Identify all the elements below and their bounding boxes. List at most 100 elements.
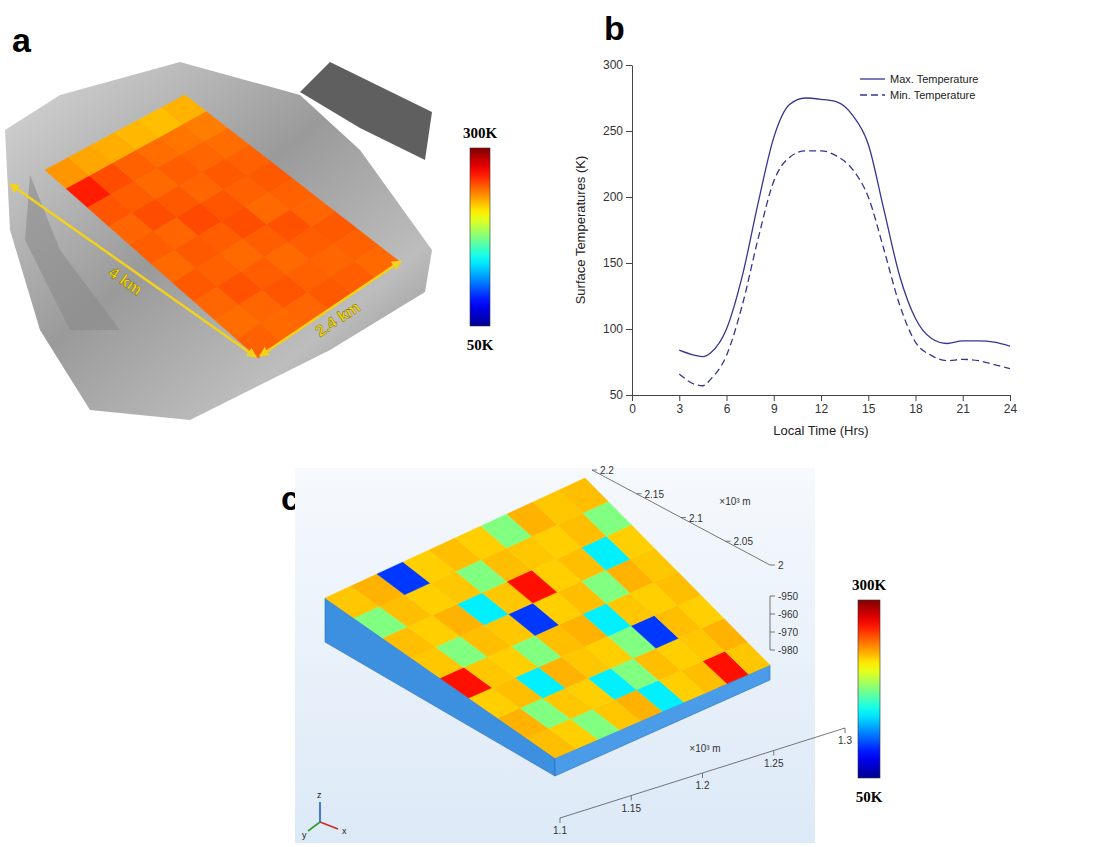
figure: a4 km2.4 km300K50Kb036912151821245010015…: [0, 0, 1113, 847]
tick-label: 1.25: [764, 758, 784, 769]
tick-mark: [626, 329, 632, 330]
legend-swatch: [860, 78, 885, 79]
triad-axis: [308, 822, 320, 831]
triad-axis: [320, 822, 338, 829]
tick-mark: [626, 263, 632, 264]
colorbar: [858, 600, 880, 778]
tick-label: 2.05: [734, 536, 754, 547]
tick-mark: [626, 197, 632, 198]
colorbar-label: 300K: [463, 125, 498, 141]
tick-mark: [626, 395, 632, 396]
axis-unit: ×10³ m: [689, 743, 720, 754]
tick-mark: [702, 773, 703, 778]
tick-mark: [637, 493, 642, 494]
axis-unit: ×10³ m: [719, 496, 750, 507]
tick: 150: [603, 256, 632, 270]
box-side: [555, 665, 770, 776]
tick-label: 2: [778, 560, 784, 571]
tick-label: 0: [629, 402, 636, 416]
tick: 18: [909, 395, 923, 416]
dimension-arrow: [260, 261, 401, 356]
colorbar-label: 50K: [467, 337, 494, 353]
terrain-shadow: [300, 62, 432, 160]
dimension-label: 4 km: [106, 263, 146, 298]
legend: Max. TemperatureMin. Temperature: [860, 73, 978, 101]
legend-swatch: [860, 94, 885, 95]
tick-mark: [592, 470, 597, 471]
dimension-arrow: [10, 184, 256, 357]
tick-label: 100: [603, 322, 623, 336]
surface-cell: [559, 478, 608, 513]
tick-label: 300: [603, 58, 623, 72]
tick-label: 1.1: [553, 825, 567, 836]
axis-line: [560, 728, 845, 818]
colorbar-label: 50K: [856, 789, 883, 805]
tick-label: 9: [771, 402, 778, 416]
tick: 12: [815, 395, 829, 416]
tick-label: 200: [603, 190, 623, 204]
tick-label: 1.15: [622, 803, 642, 814]
tick-mark: [868, 395, 869, 401]
tick-mark: [770, 632, 775, 633]
tick-mark: [727, 395, 728, 401]
tick-label: 2.2: [600, 465, 614, 476]
tick-label: -980: [778, 645, 798, 656]
colorbar: [470, 148, 490, 326]
tick-mark: [770, 596, 775, 597]
tick: 24: [1004, 395, 1018, 416]
box-side: [325, 598, 555, 776]
tick-label: -970: [778, 627, 798, 638]
tick-label: 1.3: [838, 735, 852, 746]
tick-mark: [632, 395, 633, 401]
panel-letter: b: [604, 9, 625, 47]
tick: 9: [771, 395, 778, 416]
tick-mark: [770, 614, 775, 615]
tick-mark: [560, 818, 561, 823]
tick-label: 18: [909, 402, 923, 416]
tick-mark: [626, 131, 632, 132]
tick-label: 3: [676, 402, 683, 416]
tick: 250: [603, 124, 632, 138]
tick-label: 2.15: [645, 489, 665, 500]
tick: 3: [676, 395, 683, 416]
plot-area: [679, 98, 1010, 386]
tick-mark: [845, 728, 846, 733]
surface: [45, 95, 400, 358]
tick-mark: [626, 65, 632, 66]
y-axis-title: Surface Temperatures (K): [573, 156, 588, 305]
tick-label: 15: [862, 402, 876, 416]
tick-label: 250: [603, 124, 623, 138]
tick-label: 24: [1004, 402, 1018, 416]
series-line: [679, 98, 1010, 357]
tick-label: 150: [603, 256, 623, 270]
tick-mark: [916, 395, 917, 401]
tick-mark: [770, 565, 775, 566]
triad-label: y: [302, 830, 307, 840]
series-line: [679, 151, 1010, 386]
tick-mark: [773, 751, 774, 756]
x-axis: 0 3 6 9 12 15 18 21 24: [629, 395, 1017, 416]
y-axis: 2 2.05 2.1 2.15 2.2: [592, 465, 784, 571]
dimension-label: 2.4 km: [312, 298, 363, 340]
legend-label: Max. Temperature: [890, 73, 978, 85]
tick: 300: [603, 58, 632, 72]
tick: 100: [603, 322, 632, 336]
panel-background: [295, 468, 815, 843]
tick-mark: [681, 517, 686, 518]
tick-mark: [679, 395, 680, 401]
terrain: [5, 62, 432, 420]
panel-letter: a: [12, 21, 32, 59]
tick: 6: [724, 395, 731, 416]
surface-cell: [355, 245, 400, 278]
tick-label: 6: [724, 402, 731, 416]
tick-label: 2.1: [689, 513, 703, 524]
x-axis-title: Local Time (Hrs): [773, 423, 868, 438]
tick-mark: [821, 395, 822, 401]
tick: 21: [957, 395, 971, 416]
tick-mark: [770, 650, 775, 651]
axis-line: [632, 66, 633, 396]
tick-label: -960: [778, 609, 798, 620]
triad-axis: [319, 802, 321, 822]
y-axis: 50100150200250300: [603, 58, 633, 402]
tick: 200: [603, 190, 632, 204]
